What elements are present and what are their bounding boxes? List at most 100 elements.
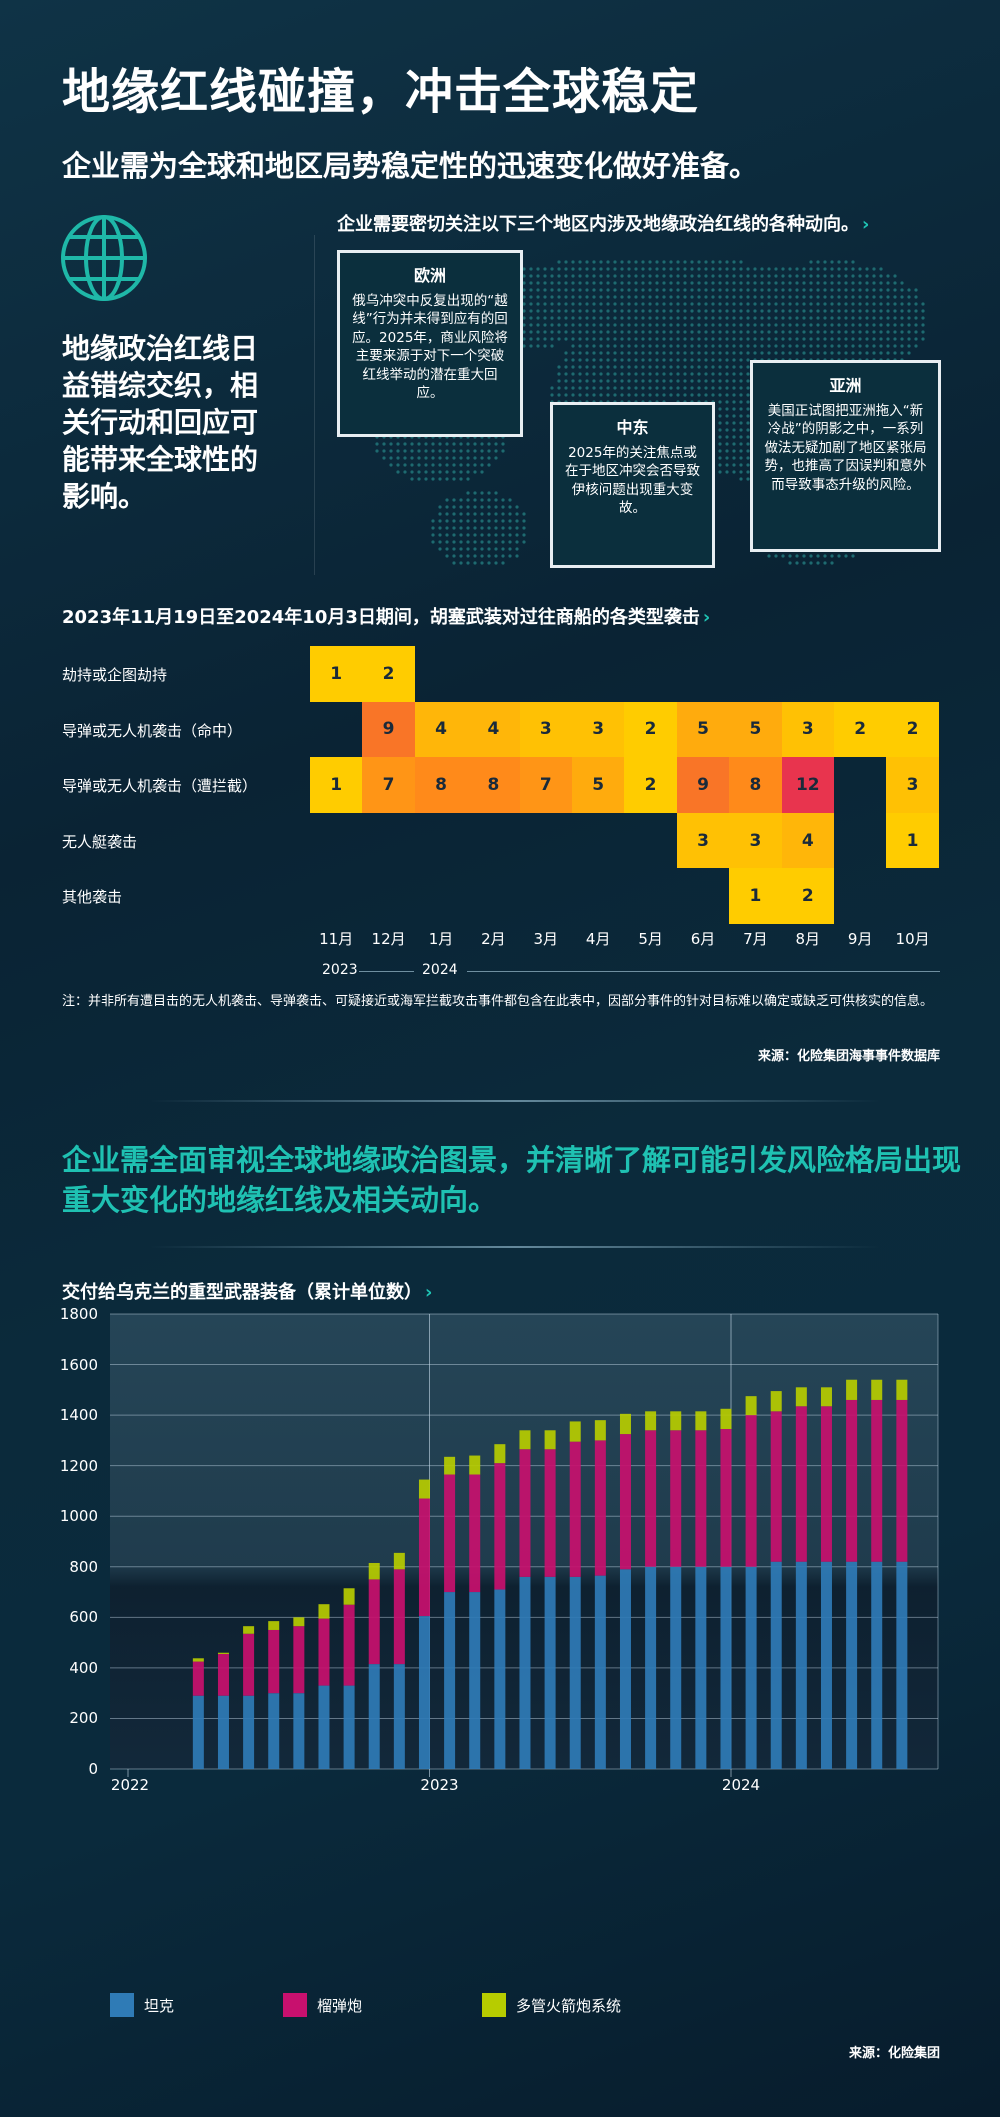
map-dot: [802, 309, 806, 313]
map-dot: [767, 309, 771, 313]
y-tick-label: 200: [69, 1709, 98, 1728]
map-dot: [830, 302, 834, 306]
map-dot: [557, 379, 561, 383]
map-dot: [599, 274, 603, 278]
map-dot: [494, 456, 498, 460]
map-dot: [823, 351, 827, 355]
map-dot: [725, 295, 729, 299]
map-dot: [634, 379, 638, 383]
map-dot: [620, 379, 624, 383]
map-dot: [634, 365, 638, 369]
map-dot: [872, 337, 876, 341]
bar-segment-mlrs: [820, 1387, 832, 1407]
map-dot: [711, 372, 715, 376]
map-dot: [634, 309, 638, 313]
map-dot: [592, 393, 596, 397]
bar-chart-source: 来源：化险集团: [848, 2046, 940, 2061]
map-dot: [480, 498, 484, 502]
map-dot: [557, 309, 561, 313]
map-dot: [760, 309, 764, 313]
map-dot: [620, 337, 624, 341]
map-dot: [739, 400, 743, 404]
map-dot: [900, 330, 904, 334]
map-dot: [718, 358, 722, 362]
map-dot: [753, 267, 757, 271]
map-dot: [564, 295, 568, 299]
map-dot: [732, 351, 736, 355]
map-dot: [697, 260, 701, 264]
map-dot: [753, 337, 757, 341]
map-dot: [697, 358, 701, 362]
map-dot: [571, 316, 575, 320]
intro-text: 地缘政治红线日益错综交织，相关行动和回应可能带来全球性的影响。: [62, 332, 259, 513]
map-dot: [774, 281, 778, 285]
map-dot: [746, 323, 750, 327]
map-dot: [683, 316, 687, 320]
map-dot: [543, 267, 547, 271]
map-dot: [655, 281, 659, 285]
map-dot: [865, 295, 869, 299]
y-tick-label: 1800: [59, 1305, 98, 1323]
map-dot: [900, 344, 904, 348]
map-dot: [900, 309, 904, 313]
map-dot: [480, 533, 484, 537]
map-dot: [536, 274, 540, 278]
map-dot: [739, 456, 743, 460]
heatmap-cell: 4: [781, 812, 834, 869]
map-dot: [648, 281, 652, 285]
map-dot: [711, 309, 715, 313]
map-dot: [676, 386, 680, 390]
map-dot: [802, 281, 806, 285]
map-dot: [704, 260, 708, 264]
map-dot: [592, 309, 596, 313]
map-dot: [627, 379, 631, 383]
map-dot: [599, 351, 603, 355]
map-dot: [914, 330, 918, 334]
map-dot: [585, 274, 589, 278]
map-dot: [858, 351, 862, 355]
map-dot: [718, 414, 722, 418]
map-dot: [907, 344, 911, 348]
map-dot: [571, 365, 575, 369]
map-dot: [669, 379, 673, 383]
map-dot: [732, 386, 736, 390]
map-dot: [718, 260, 722, 264]
map-dot: [732, 400, 736, 404]
bar-segment-howitzers: [293, 1626, 305, 1694]
map-dot: [655, 274, 659, 278]
map-dot: [592, 316, 596, 320]
map-dot: [690, 309, 694, 313]
heatmap-cell: 2: [624, 701, 677, 758]
map-dot: [830, 260, 834, 264]
map-dot: [571, 281, 575, 285]
map-dot: [606, 274, 610, 278]
bar-segment-mlrs: [368, 1562, 380, 1580]
map-dot: [585, 260, 589, 264]
globe-icon: [61, 215, 147, 301]
page-title: 地缘红线碰撞，冲击全球稳定: [62, 64, 700, 120]
map-dot: [627, 316, 631, 320]
map-dot: [529, 323, 533, 327]
map-dot: [830, 309, 834, 313]
map-dot: [858, 295, 862, 299]
map-dot: [830, 344, 834, 348]
map-dot: [557, 365, 561, 369]
map-dot: [655, 393, 659, 397]
map-dot: [480, 512, 484, 516]
map-dot: [396, 449, 400, 453]
map-dot: [788, 302, 792, 306]
heatmap-cell: 5: [676, 701, 730, 758]
map-dot: [746, 477, 750, 481]
bar-segment-tanks: [896, 1561, 908, 1769]
map-dot: [830, 295, 834, 299]
map-dot: [704, 358, 708, 362]
map-dot: [438, 477, 442, 481]
map-dot: [788, 344, 792, 348]
map-dot: [662, 260, 666, 264]
map-dot: [641, 274, 645, 278]
map-dot: [620, 358, 624, 362]
map-dot: [900, 288, 904, 292]
map-dot: [732, 302, 736, 306]
bar-segment-howitzers: [846, 1399, 858, 1562]
map-dot: [557, 260, 561, 264]
